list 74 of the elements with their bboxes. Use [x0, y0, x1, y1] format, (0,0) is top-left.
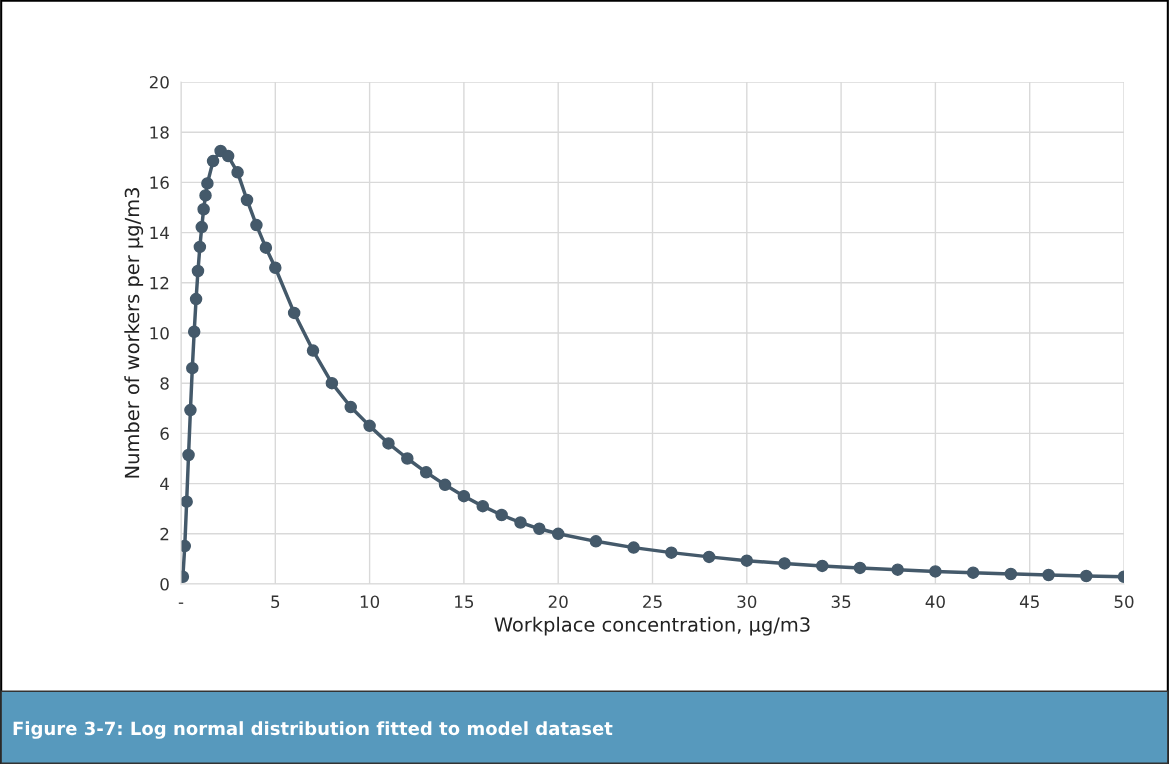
point — [419, 466, 433, 479]
point — [382, 437, 395, 450]
point — [250, 218, 263, 232]
point — [182, 448, 195, 462]
point — [197, 203, 210, 216]
point — [438, 478, 452, 492]
point — [929, 565, 942, 578]
x-tick-label: 25 — [643, 595, 662, 609]
point — [401, 452, 414, 465]
point — [186, 361, 199, 375]
point — [476, 499, 490, 513]
point — [589, 535, 603, 548]
x-tick-label: 10 — [360, 595, 380, 609]
point — [457, 489, 471, 503]
y-tick-label: 12 — [150, 276, 169, 290]
point — [259, 241, 273, 254]
x-tick-label: 40 — [925, 595, 945, 609]
y-tick-label: 14 — [150, 226, 169, 239]
y-tick-label: 18 — [150, 126, 169, 139]
y-tick-label: 4 — [160, 477, 169, 490]
y-tick-label: 10 — [150, 326, 169, 340]
point — [231, 166, 244, 179]
point — [514, 516, 527, 529]
x-tick-label: 30 — [737, 595, 757, 609]
y-axis-title: Number of workers per µg/m3 — [124, 188, 144, 478]
point — [184, 403, 197, 417]
point — [325, 376, 339, 390]
point — [363, 419, 376, 433]
point — [551, 527, 565, 541]
x-tick-label: 45 — [1019, 595, 1039, 609]
point — [495, 508, 508, 522]
point — [533, 522, 546, 536]
point — [181, 539, 192, 553]
y-tick-label: 2 — [160, 527, 169, 541]
point — [193, 240, 207, 254]
point — [1004, 567, 1018, 581]
point — [627, 541, 640, 554]
point — [195, 220, 208, 234]
point — [189, 292, 203, 306]
point — [344, 400, 357, 414]
point — [740, 554, 754, 567]
y-tick-label: 16 — [150, 176, 169, 189]
point — [1080, 569, 1093, 583]
point — [966, 566, 980, 579]
y-tick-label: 6 — [160, 427, 169, 440]
caption: Figure 3-7: Log normal distribution fitted to model dataset — [13, 721, 613, 739]
point — [181, 495, 193, 508]
point — [306, 344, 320, 357]
x-tick-label: 15 — [455, 595, 474, 609]
point — [287, 306, 301, 320]
y-tick-label: 8 — [160, 377, 169, 390]
y-tick-label: 20 — [149, 75, 169, 89]
point — [891, 563, 904, 576]
point — [665, 546, 678, 559]
x-tick-label: 50 — [1114, 595, 1134, 609]
point — [187, 325, 201, 338]
point — [853, 561, 867, 575]
point — [191, 264, 205, 278]
point — [778, 557, 791, 570]
x-tick-label: 20 — [548, 595, 568, 609]
point — [221, 149, 235, 163]
point — [269, 261, 282, 274]
x-axis-title: Workplace concentration, µg/m3 — [494, 616, 810, 636]
y-tick-label: 0 — [160, 577, 169, 591]
point — [702, 550, 716, 564]
point — [201, 177, 214, 190]
x-tick-label: 35 — [831, 595, 851, 609]
point — [815, 559, 829, 573]
x-tick-label: 5 — [271, 595, 280, 609]
point — [240, 193, 254, 207]
x-tick-label: - — [178, 602, 184, 604]
point — [1042, 568, 1055, 582]
point — [199, 189, 212, 202]
point — [206, 154, 220, 168]
